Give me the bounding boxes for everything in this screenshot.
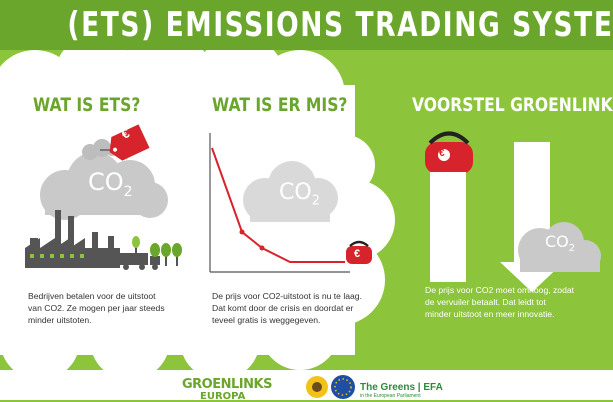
graph-cloud [243, 161, 338, 222]
heading-wat-is-ets: WAT IS ETS? [33, 94, 141, 116]
small-purse-icon [346, 240, 372, 264]
euro-price-tag-icon [100, 124, 150, 161]
co2-label-graph: CO2 [279, 180, 320, 209]
euro-symbol-small-purse: € [354, 248, 361, 260]
europa-logo-text: EUROPA [200, 391, 246, 402]
title-bar [0, 0, 613, 50]
heading-voorstel-groenlinks: VOORSTEL GROENLINKS: [412, 94, 613, 116]
background-illustration [0, 50, 601, 370]
co2-label-smog: CO2 [88, 168, 133, 200]
sunflower-icon [306, 376, 328, 398]
price-line-points [239, 229, 265, 251]
euro-symbol-purse: € [439, 148, 445, 159]
body-section-1: Bedrijven betalen voor de uitstoot van C… [28, 291, 165, 325]
trees-icon [132, 236, 182, 266]
body-section-3: De prijs voor CO2 moet omhoog, zodat de … [425, 285, 575, 319]
purse-icon [425, 131, 473, 174]
co2-cloud-right [518, 222, 601, 272]
co2-label-right: CO2 [545, 232, 576, 255]
smog-cloud [40, 152, 168, 220]
groenlinks-logo: GROENLINKS [182, 377, 272, 392]
price-graph [209, 133, 350, 273]
page-title: (ETS) EMISSIONS TRADING SYSTEM [67, 5, 613, 45]
body-section-2: De prijs voor CO2-uitstoot is nu te laag… [212, 291, 362, 325]
eu-stars-icon [331, 375, 355, 399]
greens-efa-logo: The Greens | EFA [360, 382, 443, 393]
greens-efa-subtitle: in the European Parliament [360, 393, 421, 399]
factory-windows [30, 254, 84, 258]
up-arrow-bar [430, 172, 466, 282]
heading-wat-is-er-mis: WAT IS ER MIS? [212, 94, 348, 116]
